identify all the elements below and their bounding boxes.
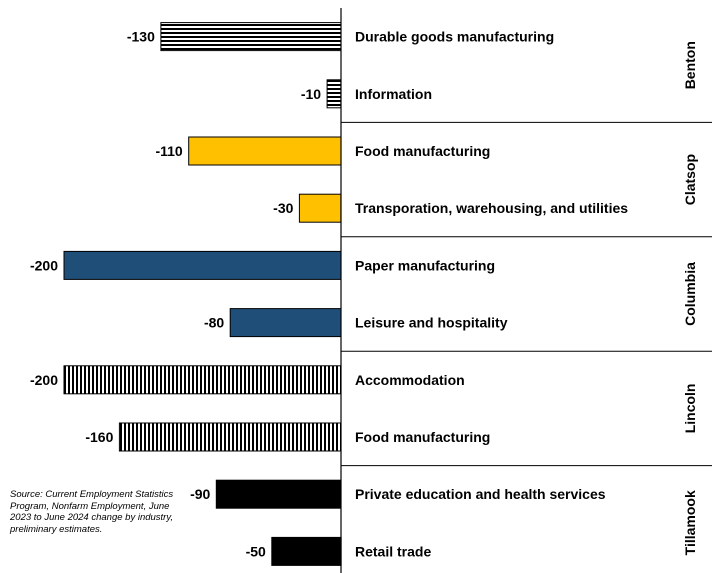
category-label: Leisure and hospitality (355, 315, 508, 331)
group-label-columbia: Columbia (682, 262, 698, 326)
bar-clatsop-1 (188, 136, 342, 166)
bar-clatsop-2 (298, 193, 342, 223)
group-label-benton: Benton (682, 41, 698, 89)
category-label: Private education and health services (355, 486, 606, 502)
value-label: -200 (30, 257, 58, 273)
bar-benton-1 (160, 22, 342, 52)
bar-tillamook-2 (271, 536, 342, 566)
value-label: -10 (301, 86, 321, 102)
bar-lincoln-1 (63, 365, 342, 395)
group-label-clatsop: Clatsop (682, 154, 698, 205)
value-label: -200 (30, 372, 58, 388)
value-label: -30 (273, 200, 293, 216)
category-label: Durable goods manufacturing (355, 29, 554, 45)
category-label: Transporation, warehousing, and utilitie… (355, 200, 628, 216)
value-label: -110 (155, 143, 182, 159)
bar-lincoln-2 (118, 422, 342, 452)
bar-benton-2 (326, 79, 342, 109)
group-label-tillamook: Tillamook (682, 490, 698, 555)
bar-tillamook-1 (215, 479, 342, 509)
category-label: Food manufacturing (355, 429, 490, 445)
value-label: -80 (204, 315, 224, 331)
source-note: Source: Current Employment Statistics Pr… (10, 489, 174, 535)
category-label: Paper manufacturing (355, 257, 495, 273)
value-label: -160 (85, 429, 113, 445)
category-label: Accommodation (355, 372, 465, 388)
bar-columbia-1 (63, 250, 342, 280)
group-label-lincoln: Lincoln (682, 384, 698, 434)
value-label: -90 (190, 486, 210, 502)
category-label: Retail trade (355, 543, 431, 559)
bar-columbia-2 (229, 308, 342, 338)
value-label: -130 (127, 29, 155, 45)
category-label: Food manufacturing (355, 143, 490, 159)
category-label: Information (355, 86, 432, 102)
value-label: -50 (246, 543, 266, 559)
